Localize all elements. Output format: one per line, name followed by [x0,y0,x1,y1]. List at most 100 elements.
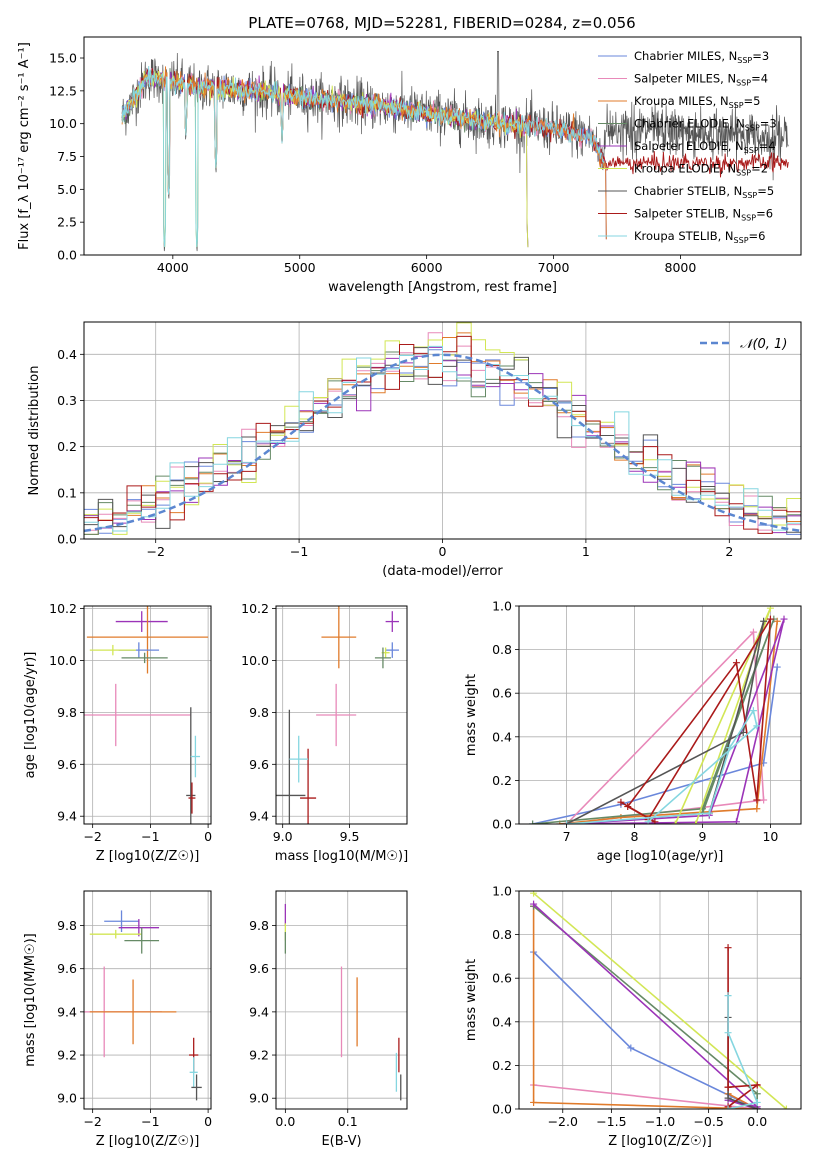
legend-model-name: Kroupa ELODIE [634,162,720,176]
x-axis-label: Z [log10(Z/Z☉)] [96,1134,200,1149]
y-tick-label: 9.2 [57,1048,77,1063]
weight-marker [563,820,571,824]
ticks: 0.0 0.1 9.0 9.2 9.4 9.6 9.8 [249,918,358,1129]
weight-marker [627,1044,635,1052]
weight-marker [530,1098,538,1106]
weight-marker [705,809,713,817]
x-tick-label: 2 [725,544,733,559]
legend-n-subscript: SSP [736,79,751,88]
y-axis-label: mass weight [464,959,479,1041]
weight-marker [732,818,740,824]
y-tick-label: 9.6 [249,961,269,976]
y-tick-label: 9.6 [57,961,77,976]
legend-model-name: Kroupa MILES [634,94,713,108]
y-tick-label: 10.0 [49,116,77,131]
y-tick-label: 9.0 [57,1091,77,1106]
x-tick-label: 5000 [284,260,316,275]
weight-marker [780,615,788,623]
y-tick-label: 0.8 [492,927,512,942]
weight-marker [724,1029,732,1037]
axes-frame [83,890,212,1110]
y-tick-label: 0.4 [492,1014,512,1029]
weight-marker [753,796,761,804]
y-tick-label: 0.2 [492,773,512,788]
legend-n-symbol: , N [725,207,741,221]
y-tick-label: 9.8 [57,918,77,933]
weight-marker [530,891,538,897]
weight-marker [749,628,757,636]
weight-line [559,621,778,824]
y-tick-label: 7.5 [57,149,77,164]
weight-marker [760,796,768,804]
ticks: 7 8 9 10 0.0 0.2 0.4 0.6 0.8 1.0 [492,599,778,845]
legend: 𝒩(0, 1) [700,337,787,352]
ticks: −2 −1 0 9.4 9.6 9.8 10.0 10.2 [49,601,212,844]
weight-marker [753,1081,761,1089]
legend-n-symbol: , N [713,94,729,108]
plot-area [84,37,801,255]
y-tick-label: 5.0 [57,182,77,197]
y-tick-label: 9.2 [249,1048,269,1063]
y-tick-label: 15.0 [49,51,77,66]
legend-n-subscript: SSP [742,191,757,200]
panel-mass_vs_ebv: 0.0 0.1 9.0 9.2 9.4 9.6 9.8 E(B-V) [249,890,408,1149]
y-tick-label: 9.4 [249,809,269,824]
y-tick-label: 10.2 [241,601,269,616]
legend-n-symbol: , N [729,117,745,131]
legend-n-symbol: , N [721,49,737,63]
legend-nssp-value: =4 [751,72,768,86]
axes-frame [83,321,802,540]
y-tick-label: 12.5 [49,83,77,98]
x-tick-label: 7000 [538,260,570,275]
x-tick-label: 0.0 [275,1114,295,1129]
y-axis-label: mass weight [464,674,479,756]
panel-spectrum: 4000 5000 6000 7000 8000 0.0 2.5 5.0 7.5 10.0 12.5… [17,36,802,295]
weight-line [727,995,759,1109]
legend-n-symbol: , N [720,72,736,86]
y-tick-label: 9.6 [57,757,77,772]
legend-entry: Chabrier MILES, NSSP=3 [634,49,769,65]
axes-frame [518,605,802,825]
panel-mass_vs_Z: −2 −1 0 9.0 9.2 9.4 9.6 9.8 Z [log10(Z/Z☉)] mass … [23,890,212,1149]
y-tick-label: 0.6 [492,971,512,986]
y-tick-label: 9.8 [57,705,77,720]
x-tick-label: 8000 [665,260,697,275]
y-axis-label: Flux [f_λ 10⁻¹⁷ erg cm⁻² s⁻¹ A⁻¹] [17,42,32,250]
plot-content [284,903,402,1101]
x-tick-label: −1.0 [645,1114,675,1129]
x-tick-label: 9 [698,829,706,844]
plot-content [530,891,790,1109]
x-tick-label: −1 [141,1114,159,1129]
x-axis-label: Z [log10(Z/Z☉)] [608,1134,712,1149]
panel-weight_vs_Z: −2.0 −1.5 −1.0 −0.5 0.0 0.0 0.2 0.4 0.6 0.8 1.0 Z [… [464,884,802,1149]
weight-marker [760,617,768,625]
legend-model-name: Kroupa STELIB [634,229,718,243]
x-tick-label: 6000 [411,260,443,275]
y-tick-label: 0.0 [57,532,77,547]
histogram-step [84,345,801,539]
ticks: −2.0 −1.5 −1.0 −0.5 0.0 0.0 0.2 0.4 0.6 0.8 1.0 [492,884,767,1130]
x-tick-label: 0 [204,829,212,844]
axes-frame [275,605,408,825]
x-tick-label: 7 [563,829,571,844]
y-tick-label: 10.0 [241,653,269,668]
y-tick-label: 0.6 [492,686,512,701]
y-tick-label: 9.4 [249,1004,269,1019]
x-tick-label: 0 [204,1114,212,1129]
weight-marker [724,1083,732,1091]
weight-marker [766,615,774,623]
x-tick-label: −0.5 [693,1114,723,1129]
x-tick-label: 0 [439,544,447,559]
legend-nssp-value: =3 [760,117,777,131]
legend-model-name: Chabrier STELIB [634,184,726,198]
legend-n-subscript: SSP [734,236,749,245]
weight-marker [753,805,761,813]
spectrum-line [121,65,605,248]
legend-nssp-value: =6 [749,229,766,243]
y-tick-label: 0.4 [492,729,512,744]
legend-n-subscript: SSP [729,101,744,110]
legend-n-subscript: SSP [737,56,752,65]
weight-marker [617,798,625,806]
ticks: 9.0 9.5 9.4 9.6 9.8 10.0 10.2 [241,601,359,844]
